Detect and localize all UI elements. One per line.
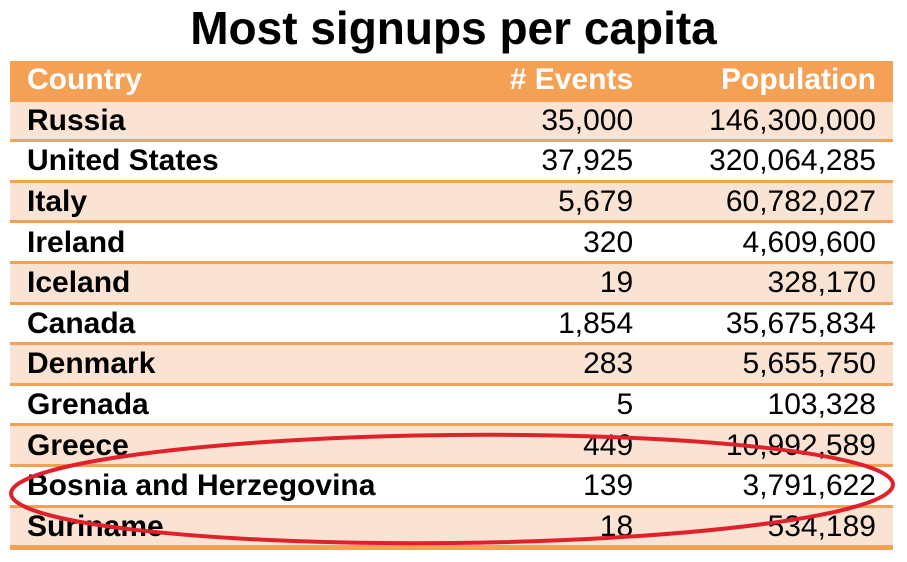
cell-country: Iceland bbox=[10, 263, 424, 302]
cell-population: 60,782,027 bbox=[633, 182, 893, 221]
cell-population: 320,064,285 bbox=[633, 142, 893, 180]
table-row: Bosnia and Herzegovina 139 3,791,622 bbox=[10, 466, 893, 505]
cell-population: 328,170 bbox=[633, 263, 893, 302]
cell-events: 449 bbox=[423, 426, 634, 464]
cell-country: Suriname bbox=[10, 507, 424, 546]
cell-events: 5,679 bbox=[423, 182, 634, 221]
table-row: Ireland 320 4,609,600 bbox=[10, 223, 893, 261]
cell-events: 18 bbox=[423, 507, 634, 546]
column-header-events: # Events bbox=[423, 61, 634, 99]
cell-country: Bosnia and Herzegovina bbox=[10, 466, 424, 505]
column-header-population: Population bbox=[633, 61, 893, 99]
table-header-row: Country # Events Population bbox=[10, 61, 893, 99]
table-row: Canada 1,854 35,675,834 bbox=[10, 304, 893, 343]
cell-country: Grenada bbox=[10, 385, 424, 424]
cell-events: 1,854 bbox=[423, 304, 634, 343]
page-title: Most signups per capita bbox=[190, 2, 717, 54]
table-row: Russia 35,000 146,300,000 bbox=[10, 101, 893, 140]
cell-events: 320 bbox=[423, 223, 634, 261]
cell-events: 35,000 bbox=[423, 101, 634, 140]
cell-population: 3,791,622 bbox=[633, 466, 893, 505]
column-header-country: Country bbox=[10, 61, 424, 99]
cell-population: 35,675,834 bbox=[633, 304, 893, 343]
cell-events: 37,925 bbox=[423, 142, 634, 180]
cell-population: 5,655,750 bbox=[633, 345, 893, 383]
table-row: Denmark 283 5,655,750 bbox=[10, 345, 893, 383]
cell-country: United States bbox=[10, 142, 424, 180]
cell-country: Denmark bbox=[10, 345, 424, 383]
cell-population: 534,189 bbox=[633, 507, 893, 546]
cell-population: 4,609,600 bbox=[633, 223, 893, 261]
cell-country: Russia bbox=[10, 101, 424, 140]
cell-events: 5 bbox=[423, 385, 634, 424]
table-row: Suriname 18 534,189 bbox=[10, 507, 893, 546]
cell-events: 283 bbox=[423, 345, 634, 383]
table-row: Greece 449 10,992,589 bbox=[10, 426, 893, 464]
cell-country: Greece bbox=[10, 426, 424, 464]
signups-table: Country # Events Population Russia 35,00… bbox=[10, 58, 893, 548]
cell-country: Ireland bbox=[10, 223, 424, 261]
cell-population: 103,328 bbox=[633, 385, 893, 424]
cell-population: 10,992,589 bbox=[633, 426, 893, 464]
cell-country: Canada bbox=[10, 304, 424, 343]
cell-country: Italy bbox=[10, 182, 424, 221]
cell-events: 19 bbox=[423, 263, 634, 302]
cell-population: 146,300,000 bbox=[633, 101, 893, 140]
table-row: Iceland 19 328,170 bbox=[10, 263, 893, 302]
table-row: Grenada 5 103,328 bbox=[10, 385, 893, 424]
table-row: United States 37,925 320,064,285 bbox=[10, 142, 893, 180]
table-row: Italy 5,679 60,782,027 bbox=[10, 182, 893, 221]
signups-table-container: Country # Events Population Russia 35,00… bbox=[10, 61, 893, 550]
cell-events: 139 bbox=[423, 466, 634, 505]
